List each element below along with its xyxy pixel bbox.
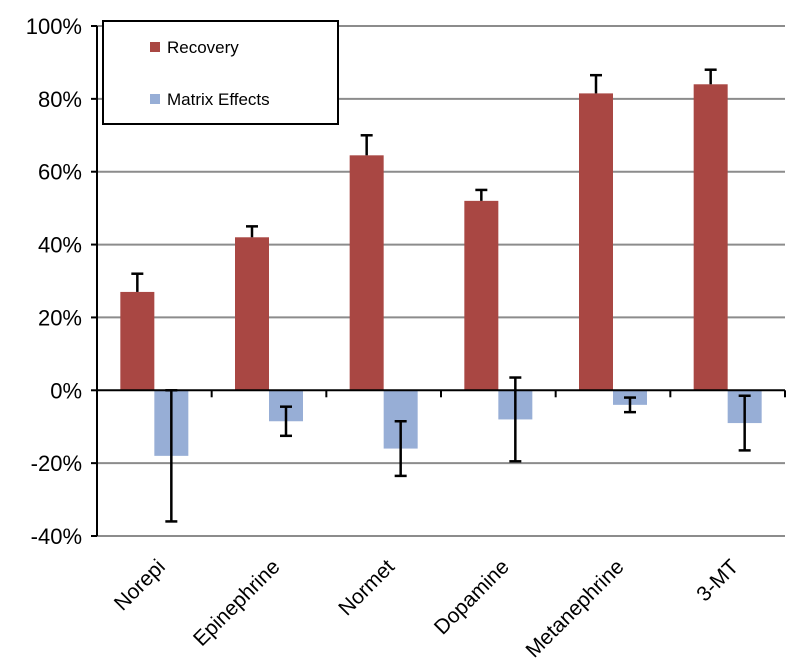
y-tick-label: 40% [38, 233, 82, 258]
bar-recovery-epinephrine [235, 237, 269, 391]
x-tick-label-3-mt: 3-MT [692, 555, 743, 606]
axes [91, 25, 786, 537]
x-tick-label-epinephrine: Epinephrine [189, 555, 285, 651]
bar-recovery-normet [349, 155, 384, 391]
bar-recovery-metanephrine [579, 93, 613, 391]
bars [120, 84, 762, 456]
legend-swatch-matrix-effects [150, 94, 160, 104]
y-tick-label: 100% [26, 14, 82, 39]
legend: Recovery Matrix Effects [102, 20, 339, 125]
error-bars [131, 68, 751, 523]
x-tick-label-normet: Normet [334, 555, 399, 620]
y-tick-label: 20% [38, 305, 82, 330]
y-tick-label: 60% [38, 160, 82, 185]
y-tick-label: -40% [31, 524, 82, 549]
x-tick-label-metanephrine: Metanephrine [521, 555, 628, 662]
legend-label-matrix-effects: Matrix Effects [167, 90, 270, 109]
bar-recovery-3-mt [693, 84, 728, 391]
legend-swatch-recovery [150, 42, 160, 52]
x-tick-labels: Norepi Epinephrine Normet Dopamine Metanephr… [110, 555, 743, 662]
legend-box [102, 20, 339, 125]
y-tick-label: -20% [31, 451, 82, 476]
legend-label-recovery: Recovery [167, 38, 239, 57]
x-tick-label-norepi: Norepi [110, 555, 170, 615]
y-tick-labels: -40% -20% 0% 20% 40% 60% 80% 100% [26, 14, 82, 549]
bar-recovery-dopamine [464, 200, 499, 391]
bar-recovery-norepi [120, 291, 155, 391]
y-tick-label: 80% [38, 87, 82, 112]
x-tick-label-dopamine: Dopamine [430, 555, 514, 639]
y-tick-label: 0% [50, 378, 82, 403]
